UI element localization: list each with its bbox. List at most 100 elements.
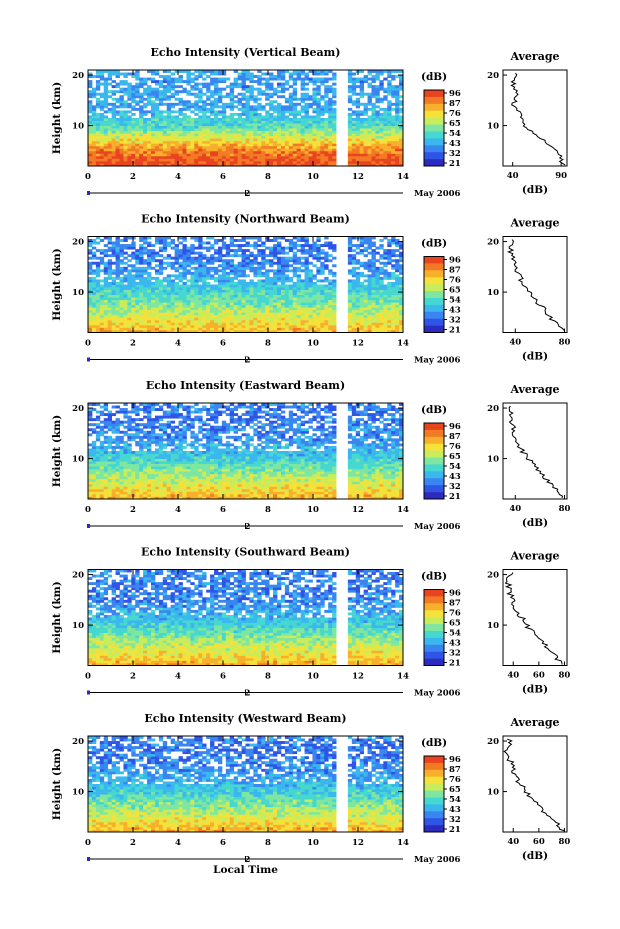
heatmap-cell xyxy=(265,254,270,258)
heatmap-cell xyxy=(115,153,120,157)
heatmap-cell xyxy=(186,314,191,318)
heatmap-cell xyxy=(154,115,160,119)
heatmap-cell xyxy=(143,307,148,311)
heatmap-cell xyxy=(304,163,309,167)
heatmap-cell xyxy=(147,276,152,280)
heatmap-cell xyxy=(103,271,109,275)
heatmap-cell xyxy=(135,135,140,139)
heatmap-cell xyxy=(225,281,231,285)
heatmap-cell xyxy=(284,251,290,255)
date-start-mark xyxy=(87,191,90,195)
heatmap-cell xyxy=(280,329,286,333)
heatmap-cell xyxy=(280,87,286,91)
heatmap-cell xyxy=(391,249,396,253)
heatmap-cell xyxy=(158,279,164,283)
heatmap-cell xyxy=(115,284,120,288)
heatmap-cell xyxy=(99,304,105,308)
heatmap-cell xyxy=(91,155,97,159)
heatmap-cell xyxy=(332,87,337,91)
heatmap-cell xyxy=(296,274,302,278)
heatmap-cell xyxy=(383,249,388,253)
heatmap-cell xyxy=(375,118,380,121)
heatmap-cell xyxy=(277,158,282,162)
heatmap-cell xyxy=(355,77,361,81)
heatmap-cell xyxy=(135,317,140,321)
heatmap-cell xyxy=(178,145,183,149)
heatmap-cell xyxy=(371,143,376,147)
heatmap-cell xyxy=(312,87,317,91)
heatmap-cell xyxy=(147,110,152,114)
heatmap-cell xyxy=(202,115,207,119)
heatmap-cell xyxy=(225,153,231,157)
heatmap-cell xyxy=(288,75,294,78)
heatmap-cell xyxy=(95,304,101,308)
heatmap-cell xyxy=(257,236,262,240)
heatmap-cell xyxy=(154,158,160,162)
heatmap-cell xyxy=(202,153,207,157)
heatmap-cell xyxy=(143,148,148,152)
heatmap-cell xyxy=(355,120,361,124)
heatmap-cell xyxy=(375,85,380,89)
heatmap-cell xyxy=(237,100,242,104)
heatmap-cell xyxy=(383,269,388,273)
heatmap-cell xyxy=(229,312,235,316)
heatmap-cell xyxy=(111,281,116,285)
heatmap-cell xyxy=(221,155,227,159)
heatmap-cell xyxy=(99,115,105,119)
heatmap-cell xyxy=(324,254,329,258)
heatmap-cell xyxy=(123,307,128,311)
heatmap-cell xyxy=(280,118,286,121)
heatmap-cell xyxy=(269,304,274,308)
heatmap-cell xyxy=(241,292,246,296)
heatmap-cell xyxy=(166,324,172,328)
heatmap-cell xyxy=(245,274,250,278)
heatmap-cell xyxy=(229,150,235,154)
heatmap-cell xyxy=(210,266,215,270)
heatmap-cell xyxy=(269,302,274,306)
heatmap-cell xyxy=(280,246,286,250)
heatmap-cell xyxy=(379,123,384,126)
heatmap-cell xyxy=(324,297,329,301)
heatmap-cell xyxy=(221,102,227,106)
heatmap-cell xyxy=(127,110,132,114)
heatmap-cell xyxy=(304,239,309,242)
heatmap-cell xyxy=(379,271,384,275)
heatmap-cell xyxy=(103,128,109,132)
heatmap-cell xyxy=(131,281,136,285)
heatmap-cell xyxy=(123,322,128,326)
heatmap-cell xyxy=(143,271,148,275)
heatmap-cell xyxy=(111,72,116,76)
heatmap-cell xyxy=(347,322,353,326)
heatmap-cell xyxy=(371,312,376,316)
heatmap-cell xyxy=(332,107,337,111)
heatmap-cell xyxy=(280,261,286,265)
heatmap-cell xyxy=(88,150,93,154)
heatmap-cell xyxy=(151,118,156,121)
heatmap-cell xyxy=(131,244,136,248)
heatmap-cell xyxy=(316,294,321,298)
heatmap-cell xyxy=(221,128,227,132)
heatmap-cell xyxy=(123,75,128,78)
heatmap-cell xyxy=(367,145,372,149)
heatmap-cell xyxy=(269,153,274,157)
heatmap-cell xyxy=(355,148,361,152)
heatmap-cell xyxy=(257,153,262,157)
heatmap-cell xyxy=(324,110,329,114)
heatmap-cell xyxy=(127,284,132,288)
heatmap-cell xyxy=(284,274,290,278)
heatmap-cell xyxy=(123,246,128,250)
heatmap-cell xyxy=(320,82,325,86)
heatmap-cell xyxy=(347,309,353,313)
heatmap-cell xyxy=(273,133,278,137)
heatmap-cell xyxy=(166,289,172,293)
heatmap-cell xyxy=(206,155,211,159)
heatmap-cell xyxy=(88,130,93,134)
heatmap-cell xyxy=(371,266,376,270)
heatmap-cell xyxy=(202,135,207,139)
heatmap-cell xyxy=(139,319,144,323)
heatmap-cell xyxy=(107,287,113,290)
heatmap-cell xyxy=(190,261,195,265)
heatmap-cell xyxy=(379,329,384,333)
heatmap-cell xyxy=(355,304,361,308)
heatmap-cell xyxy=(284,148,290,152)
